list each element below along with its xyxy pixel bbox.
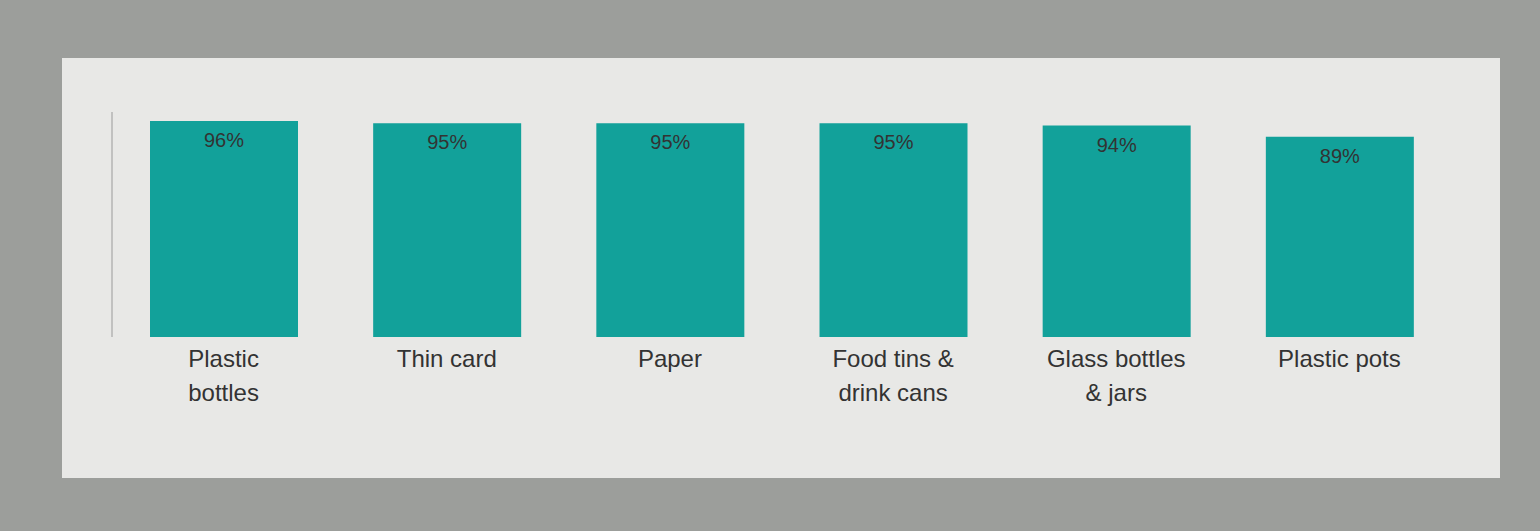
svg-text:Glass bottles& jars: Glass bottles& jars — [1047, 345, 1186, 406]
svg-text:95%: 95% — [650, 131, 690, 153]
svg-text:96%: 96% — [204, 129, 244, 151]
svg-text:Plastic pots: Plastic pots — [1278, 345, 1401, 372]
svg-text:95%: 95% — [427, 131, 467, 153]
svg-text:Thin card: Thin card — [397, 345, 497, 372]
svg-text:Plasticbottles: Plasticbottles — [188, 345, 259, 406]
svg-text:Food tins &drink cans: Food tins &drink cans — [832, 345, 953, 406]
svg-text:89%: 89% — [1320, 145, 1360, 167]
svg-text:94%: 94% — [1097, 134, 1137, 156]
svg-text:95%: 95% — [873, 131, 913, 153]
svg-text:Paper: Paper — [638, 345, 702, 372]
